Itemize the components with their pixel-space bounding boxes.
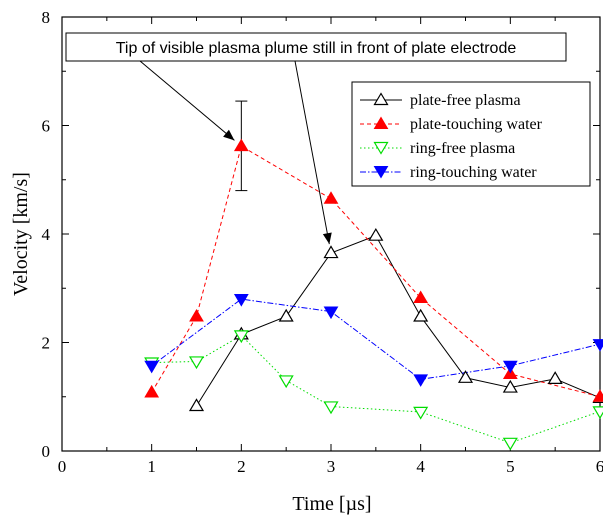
plot-area-group: 0 1 2 3 4 5 6 0 2 4 6 8 <box>42 8 603 476</box>
annotation: Tip of visible plasma plume still in fro… <box>65 32 567 245</box>
legend-label-plate-free: plate-free plasma <box>410 92 521 109</box>
series-line-ring-touching-water <box>151 298 601 380</box>
legend-entry-ring-touching: ring-touching water <box>360 164 537 181</box>
x-tick-label: 0 <box>58 457 67 476</box>
data-point-plate-touching-water <box>592 389 603 402</box>
legend-entry-ring-free: ring-free plasma <box>360 140 515 157</box>
data-point-ring-touching-water <box>413 374 429 387</box>
annotation-arrow <box>294 60 330 245</box>
data-point-ring-touching-water <box>233 294 249 307</box>
x-tick-label: 1 <box>147 457 156 476</box>
series-lines <box>151 145 601 444</box>
annotation-arrowhead <box>322 232 332 245</box>
y-tick-label: 4 <box>42 225 51 244</box>
series-line-ring-free-plasma <box>151 334 601 444</box>
data-point-plate-touching-water <box>144 384 160 398</box>
data-point-plate-free-plasma <box>368 227 384 241</box>
legend-marker-plate-touching <box>373 116 389 129</box>
y-axis-ticks: 0 2 4 6 8 <box>42 8 600 461</box>
legend-label-ring-touching: ring-touching water <box>410 164 537 181</box>
annotation-arrow <box>139 60 235 141</box>
y-tick-label: 6 <box>42 117 51 136</box>
x-tick-label: 6 <box>596 457 603 476</box>
annotation-arrows <box>139 60 332 245</box>
data-point-ring-free-plasma <box>323 401 339 415</box>
y-tick-label: 0 <box>42 442 51 461</box>
data-point-ring-free-plasma <box>592 406 603 420</box>
annotation-box <box>65 32 567 62</box>
x-tick-label: 3 <box>327 457 336 476</box>
data-point-plate-touching-water <box>413 290 429 304</box>
data-point-ring-touching-water <box>592 339 603 352</box>
y-tick-label: 2 <box>42 334 51 353</box>
legend-marker-ring-touching <box>373 166 389 179</box>
data-point-plate-free-plasma <box>188 398 205 412</box>
series-markers <box>144 138 603 451</box>
data-point-plate-free-plasma <box>547 371 563 384</box>
data-point-plate-free-plasma <box>457 370 474 383</box>
legend-box <box>351 81 591 187</box>
data-point-plate-free-plasma <box>413 308 429 322</box>
data-point-ring-free-plasma <box>502 437 518 451</box>
legend: plate-free plasma plate-touching water r… <box>351 81 591 187</box>
data-point-ring-free-plasma <box>188 356 205 370</box>
data-point-ring-touching-water <box>144 360 160 374</box>
legend-marker-ring-free <box>373 141 389 155</box>
data-point-ring-free-plasma <box>278 375 294 389</box>
data-point-plate-free-plasma <box>278 308 294 322</box>
data-point-plate-free-plasma <box>502 379 518 393</box>
data-point-plate-touching-water <box>323 191 339 204</box>
x-tick-label: 2 <box>237 457 246 476</box>
series-line-plate-free-plasma <box>196 235 601 407</box>
legend-marker-plate-free <box>373 92 389 106</box>
legend-entry-plate-touching: plate-touching water <box>360 116 543 133</box>
data-point-ring-touching-water <box>323 306 339 320</box>
legend-entry-plate-free: plate-free plasma <box>360 92 521 109</box>
data-point-plate-free-plasma <box>323 245 339 259</box>
y-tick-label: 8 <box>42 8 51 27</box>
legend-label-ring-free: ring-free plasma <box>410 140 515 157</box>
data-point-ring-touching-water <box>502 360 518 374</box>
annotation-arrowhead <box>223 129 235 141</box>
data-point-ring-free-plasma <box>233 330 249 344</box>
data-point-plate-touching-water <box>189 308 204 322</box>
x-tick-label: 4 <box>416 457 425 476</box>
y-axis-title: Velocity [km/s] <box>10 172 32 296</box>
legend-label-plate-touching: plate-touching water <box>410 116 543 133</box>
x-tick-label: 5 <box>506 457 515 476</box>
data-point-plate-touching-water <box>233 138 249 152</box>
data-point-ring-free-plasma <box>413 406 429 420</box>
x-axis-title: Time [µs] <box>292 493 371 515</box>
annotation-text: Tip of visible plasma plume still in fro… <box>116 40 517 57</box>
